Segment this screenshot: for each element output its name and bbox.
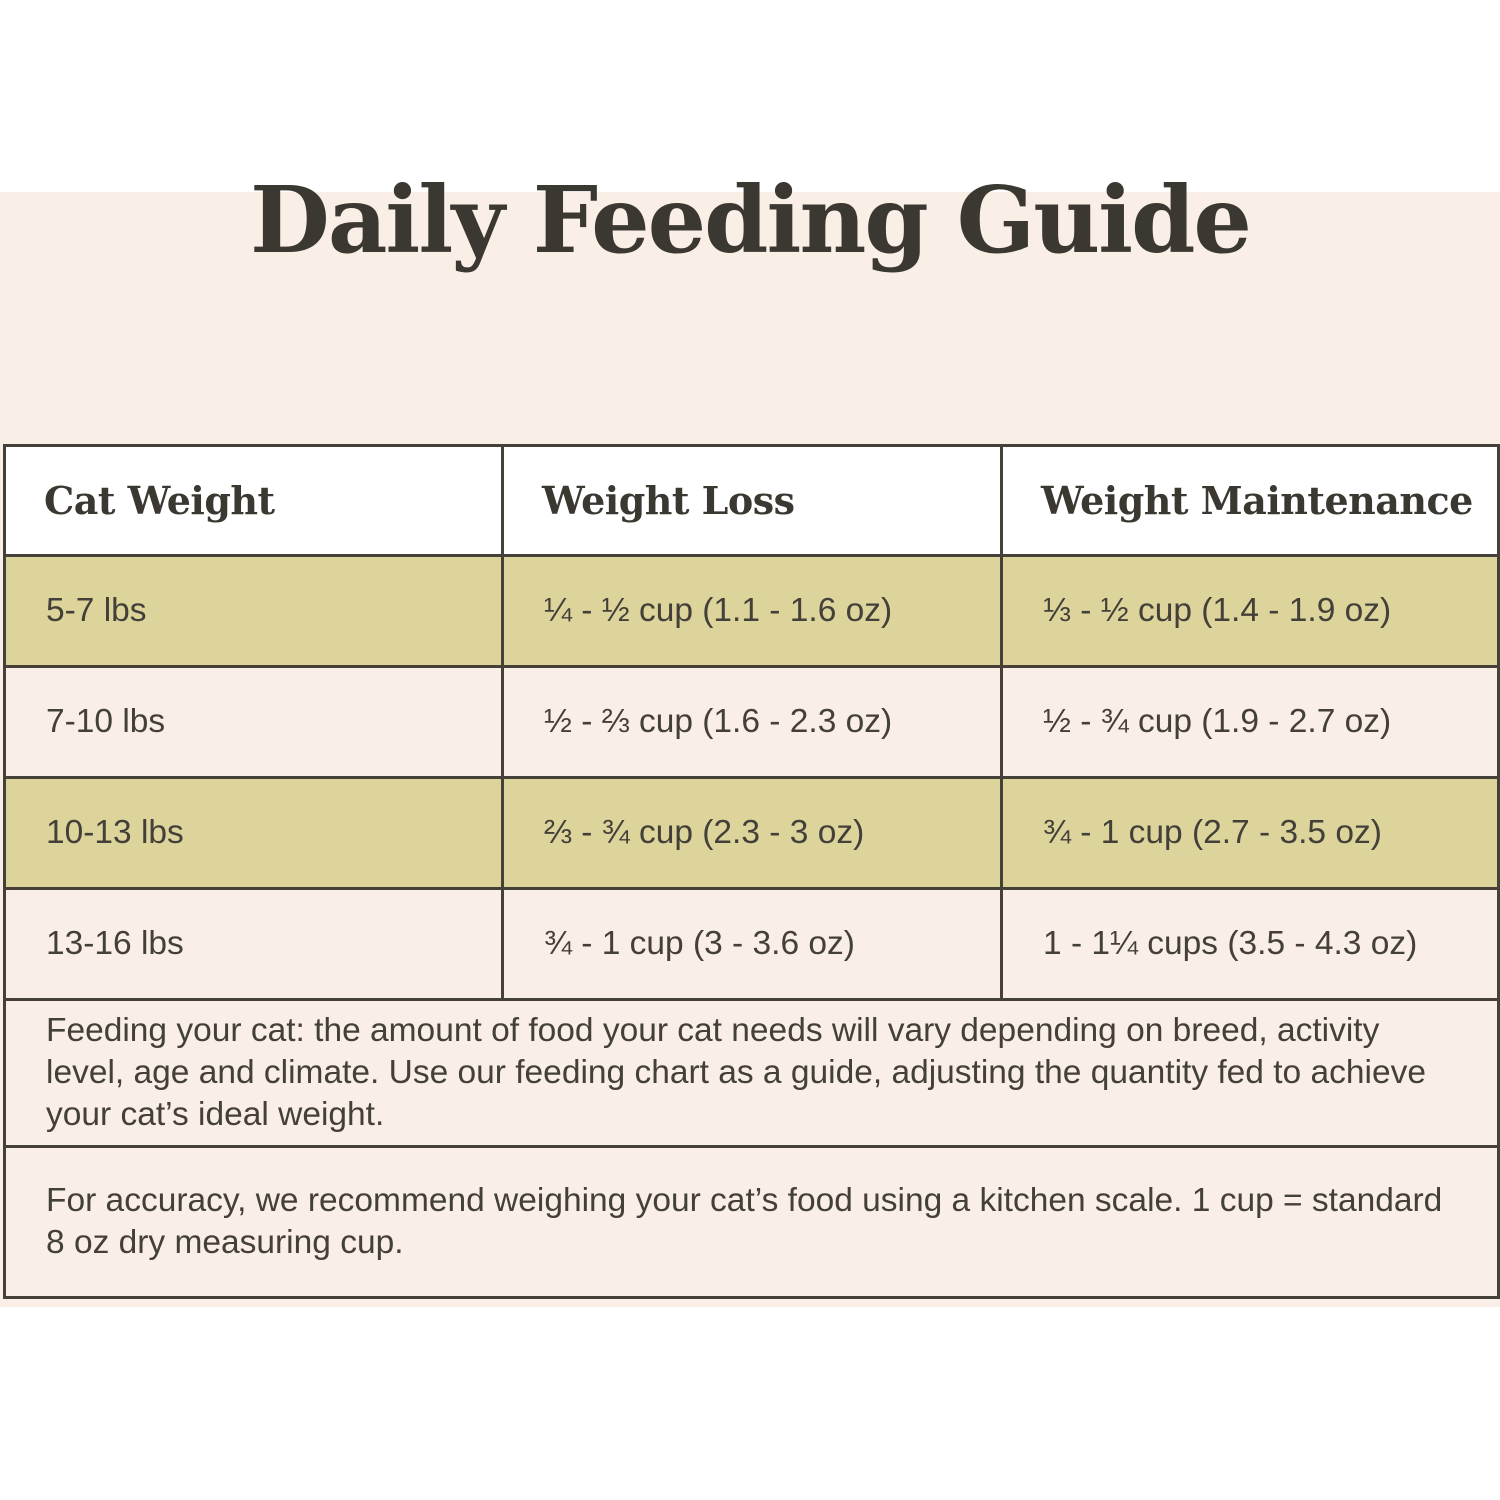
table-row: 5-7 lbs ¼ - ½ cup (1.1 - 1.6 oz) ⅓ - ½ c… <box>3 554 1500 668</box>
cell-weight-loss: ½ - ⅔ cup (1.6 - 2.3 oz) <box>501 665 1003 779</box>
table-row: 10-13 lbs ⅔ - ¾ cup (2.3 - 3 oz) ¾ - 1 c… <box>3 776 1500 890</box>
cell-cat-weight: 7-10 lbs <box>3 665 504 779</box>
table-header-row: Cat Weight Weight Loss Weight Maintenanc… <box>3 444 1500 557</box>
column-header-weight-maintenance: Weight Maintenance <box>1000 444 1500 557</box>
feeding-guide-table: Cat Weight Weight Loss Weight Maintenanc… <box>3 444 1500 1299</box>
column-header-cat-weight: Cat Weight <box>3 444 504 557</box>
column-header-weight-loss: Weight Loss <box>501 444 1003 557</box>
cell-weight-loss: ¼ - ½ cup (1.1 - 1.6 oz) <box>501 554 1003 668</box>
cell-cat-weight: 10-13 lbs <box>3 776 504 890</box>
cell-weight-maintenance: ¾ - 1 cup (2.7 - 3.5 oz) <box>1000 776 1500 890</box>
table-note-row: Feeding your cat: the amount of food you… <box>3 998 1500 1148</box>
table-row: 13-16 lbs ¾ - 1 cup (3 - 3.6 oz) 1 - 1¼ … <box>3 887 1500 1001</box>
cell-weight-loss: ¾ - 1 cup (3 - 3.6 oz) <box>501 887 1003 1001</box>
cell-weight-loss: ⅔ - ¾ cup (2.3 - 3 oz) <box>501 776 1003 890</box>
cell-cat-weight: 5-7 lbs <box>3 554 504 668</box>
cell-weight-maintenance: ⅓ - ½ cup (1.4 - 1.9 oz) <box>1000 554 1500 668</box>
cell-cat-weight: 13-16 lbs <box>3 887 504 1001</box>
table-note-row: For accuracy, we recommend weighing your… <box>3 1145 1500 1299</box>
page-title: Daily Feeding Guide <box>250 166 1252 274</box>
measuring-accuracy-note: For accuracy, we recommend weighing your… <box>3 1145 1500 1299</box>
cell-weight-maintenance: 1 - 1¼ cups (3.5 - 4.3 oz) <box>1000 887 1500 1001</box>
feeding-advice-note: Feeding your cat: the amount of food you… <box>3 998 1500 1148</box>
table-row: 7-10 lbs ½ - ⅔ cup (1.6 - 2.3 oz) ½ - ¾ … <box>3 665 1500 779</box>
cell-weight-maintenance: ½ - ¾ cup (1.9 - 2.7 oz) <box>1000 665 1500 779</box>
